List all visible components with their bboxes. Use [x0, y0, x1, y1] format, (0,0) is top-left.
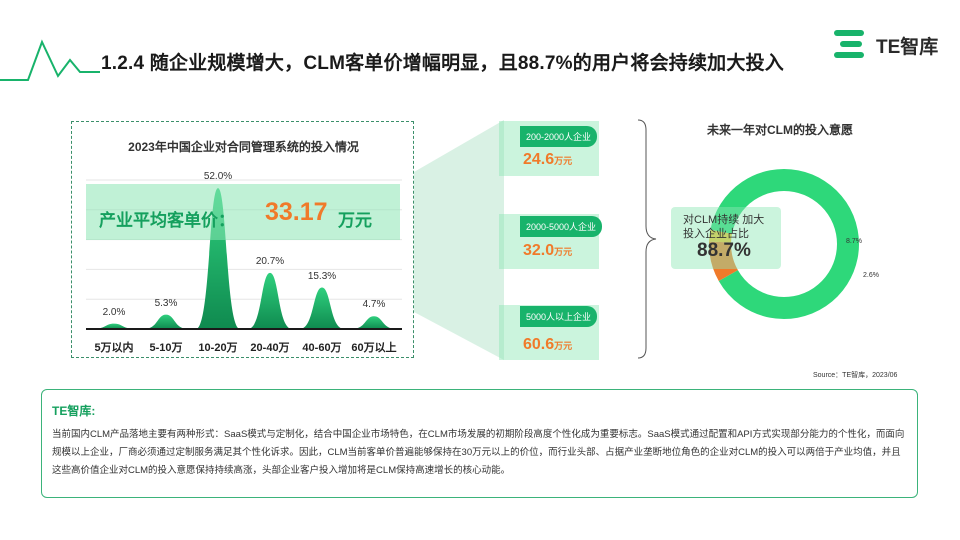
header-wave-decoration	[0, 39, 100, 81]
card-value-number: 32.0	[523, 242, 555, 259]
chart-category-label: 40-60万	[302, 342, 342, 354]
donut-center-label-line1: 对CLM持续 加大	[683, 214, 765, 226]
investment-chart-panel: 2023年中国企业对合同管理系统的投入情况 产业平均客单价： 33.17 万元 …	[71, 121, 414, 358]
brand-logo-icon	[834, 30, 864, 58]
chart-peak-5	[352, 316, 396, 329]
investment-willingness-donut	[709, 169, 859, 319]
chart-value-label: 5.3%	[154, 297, 178, 309]
donut-center-label-line2: 投入企业占比	[683, 228, 749, 240]
card-value-unit: 万元	[554, 247, 573, 257]
card-value: 32.0万元	[523, 242, 572, 260]
chart-category-label: 10-20万	[198, 342, 238, 354]
insight-title: TE智库:	[52, 404, 96, 418]
avg-price-value: 33.17	[265, 198, 328, 226]
donut-center-card	[671, 207, 781, 269]
chart-value-label: 20.7%	[255, 255, 285, 267]
card-tag: 200-2000人企业	[520, 126, 598, 147]
brand-logo: TE智库	[834, 30, 938, 60]
chart-title: 2023年中国企业对合同管理系统的投入情况	[128, 140, 359, 154]
donut-label-yellow: 2.6%	[863, 272, 879, 279]
chart-peak-3	[248, 272, 292, 329]
card-value-number: 60.6	[523, 336, 555, 353]
insight-panel	[41, 389, 918, 498]
card-value-number: 24.6	[523, 151, 555, 168]
chart-peak-0	[92, 323, 136, 329]
avg-price-label: 产业平均客单价：	[99, 211, 235, 230]
chart-category-label: 5万以内	[94, 342, 134, 354]
brace-bracket	[637, 119, 657, 359]
card-value-unit: 万元	[554, 341, 573, 351]
avg-price-unit: 万元	[338, 211, 372, 230]
donut-segment-yellow	[709, 169, 859, 319]
chart-category-label: 5-10万	[149, 342, 183, 354]
donut-label-orange: 8.7%	[846, 238, 862, 245]
chart-value-label: 15.3%	[307, 270, 337, 282]
card-value: 24.6万元	[523, 151, 572, 169]
chart-peak-4	[300, 287, 344, 329]
card-value: 60.6万元	[523, 336, 572, 354]
chart-category-label: 60万以上	[351, 342, 397, 354]
insight-text: 当前国内CLM产品落地主要有两种形式：SaaS模式与定制化，结合中国企业市场特色…	[52, 429, 905, 476]
donut-center-value: 88.7%	[697, 240, 751, 261]
chart-peak-2	[196, 188, 240, 329]
brand-name: TE智库	[876, 36, 939, 58]
investment-distribution-chart	[86, 179, 402, 330]
avg-price-banner	[86, 184, 400, 240]
chart-category-label: 20-40万	[250, 342, 290, 354]
chart-value-label: 2.0%	[102, 306, 126, 318]
page-title: 1.2.4 随企业规模增大，CLM客单价增幅明显，且88.7%的用户将会持续加大…	[101, 53, 784, 74]
card-tag: 5000人以上企业	[520, 306, 598, 327]
chart-value-label: 52.0%	[203, 171, 233, 183]
funnel-connector	[414, 120, 504, 360]
donut-title: 未来一年对CLM的投入意愿	[707, 123, 853, 137]
chart-peak-1	[144, 314, 188, 329]
card-value-unit: 万元	[554, 156, 573, 166]
card-tag: 2000-5000人企业	[520, 216, 603, 237]
source-note: Source：TE智库，2023/06	[813, 372, 898, 379]
chart-value-label: 4.7%	[362, 299, 386, 311]
